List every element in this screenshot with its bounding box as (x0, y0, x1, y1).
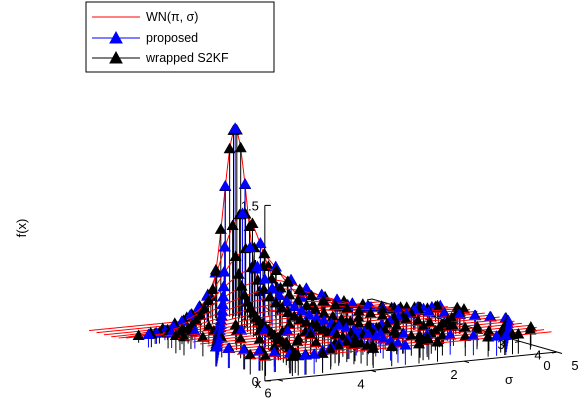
s2kf-marker (282, 306, 295, 317)
s2kf-marker (270, 264, 283, 275)
proposed-marker (399, 339, 412, 350)
proposed-marker (266, 282, 279, 293)
sigma-slice (96, 207, 389, 334)
x-tick-mark (277, 379, 284, 382)
proposed-marker (346, 297, 359, 308)
proposed-marker (295, 304, 308, 316)
s2kf-marker (214, 223, 227, 234)
s2kf-marker (412, 337, 426, 349)
s2kf-marker (482, 330, 495, 342)
proposed-marker (280, 295, 293, 307)
s2kf-marker (270, 296, 283, 308)
proposed-marker (254, 237, 267, 248)
x-tick-label: 4 (357, 376, 364, 391)
proposed-marker (229, 122, 242, 133)
s2kf-marker (281, 275, 294, 287)
sigma-slice (259, 327, 552, 377)
s2kf-marker (276, 302, 289, 313)
y-axis-label: σ (505, 372, 513, 387)
proposed-marker (218, 240, 231, 252)
proposed-marker (219, 179, 232, 191)
s2kf-marker (300, 299, 313, 311)
s2kf-marker (257, 283, 270, 294)
s2kf-marker (206, 283, 219, 294)
s2kf-marker (196, 331, 209, 342)
z-axis-label: f(x) (14, 219, 29, 238)
s2kf-marker (132, 329, 145, 340)
legend-s2kf-marker (109, 50, 123, 64)
s2kf-marker (432, 301, 445, 313)
s2kf-marker (431, 335, 444, 347)
x-axis-line (264, 351, 558, 382)
proposed-marker (243, 241, 256, 252)
s2kf-marker (232, 268, 245, 279)
s2kf-marker (169, 329, 182, 340)
s2kf-marker (246, 217, 259, 229)
s2kf-marker (316, 347, 329, 358)
proposed-marker (499, 329, 512, 340)
s2kf-marker (198, 302, 211, 314)
proposed-marker (308, 348, 321, 359)
proposed-marker (239, 177, 252, 189)
plot-data (89, 122, 552, 377)
proposed-marker (303, 308, 316, 320)
proposed-marker (437, 307, 451, 318)
s2kf-marker (293, 283, 306, 295)
proposed-marker (422, 306, 435, 317)
legend-item-wn: WN(π, σ) (146, 10, 198, 24)
legend-proposed-marker (109, 30, 123, 44)
s2kf-marker (317, 294, 330, 306)
s2kf-marker (202, 320, 215, 332)
s2kf-marker (226, 219, 239, 230)
s2kf-marker (512, 327, 525, 339)
s2kf-marker (258, 247, 271, 259)
x-tick-mark (463, 360, 470, 364)
legend: WN(π, σ) proposed wrapped S2KF (85, 1, 275, 73)
proposed-marker (142, 328, 155, 339)
s2kf-marker (234, 141, 247, 153)
proposed-marker (210, 340, 223, 352)
proposed-marker (251, 260, 264, 271)
s2kf-marker (263, 290, 276, 302)
s2kf-marker (367, 342, 380, 353)
s2kf-marker (305, 289, 318, 301)
proposed-marker (222, 342, 235, 353)
s2kf-marker (244, 348, 257, 360)
proposed-marker (361, 300, 374, 311)
s2kf-marker (223, 142, 236, 154)
s2kf-marker (385, 340, 398, 352)
x-tick-label: 6 (264, 386, 271, 401)
y-tick-label: 4 (534, 347, 541, 362)
x-axis-label: x (255, 376, 262, 391)
x-tick-label: 2 (450, 367, 457, 382)
legend-item-s2kf: wrapped S2KF (145, 51, 229, 65)
legend-item-proposed: proposed (146, 31, 198, 45)
y-tick-mark (366, 298, 373, 301)
s2kf-marker (177, 330, 190, 342)
proposed-marker (490, 330, 503, 341)
y-tick-label: 5 (571, 358, 578, 373)
proposed-marker (273, 289, 286, 301)
s2kf-marker (329, 299, 342, 310)
proposed-marker (217, 280, 230, 291)
x-tick-mark (556, 351, 563, 354)
y-tick-mark (514, 340, 521, 343)
s2kf-marker (235, 280, 248, 291)
proposed-marker (188, 325, 201, 336)
s2kf-marker (229, 250, 242, 262)
s2kf-marker (202, 294, 215, 306)
proposed-marker (236, 207, 249, 218)
x-tick-mark (370, 369, 377, 373)
proposed-marker (298, 349, 311, 360)
s2kf-marker (210, 265, 223, 276)
z-tick-label: 0 (252, 374, 259, 389)
x-tick-label: 0 (543, 358, 550, 373)
axis-labels: x σ f(x) (14, 219, 513, 391)
y-tick-mark (551, 351, 558, 354)
proposed-marker (258, 273, 271, 284)
s2kf-marker (288, 310, 301, 321)
proposed-marker (218, 265, 231, 277)
